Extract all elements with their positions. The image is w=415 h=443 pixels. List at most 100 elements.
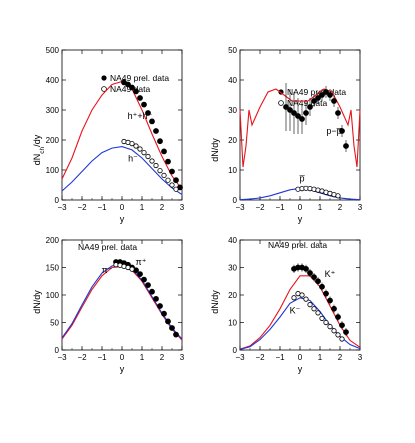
legend-label: NA49 prel. data	[110, 73, 169, 83]
data-point-filled	[145, 110, 151, 116]
data-point-filled	[169, 325, 175, 331]
data-point-filled	[157, 138, 163, 145]
data-point-filled	[161, 310, 167, 317]
data-point-open	[153, 162, 159, 169]
y-tick-label: 40	[228, 76, 237, 85]
x-tick-label: 3	[358, 353, 363, 362]
data-point-filled	[343, 143, 349, 149]
y-tick-label: 20	[228, 136, 237, 145]
legend-label: NA49 data	[287, 98, 327, 108]
data-point-filled	[311, 274, 317, 281]
data-point-filled	[137, 271, 143, 278]
series-annotation: K⁻	[290, 306, 301, 316]
x-tick-label: 0	[120, 203, 125, 212]
data-point-filled	[323, 89, 329, 95]
y-axis-label: dN/dy	[32, 290, 42, 314]
legend-marker-open	[278, 100, 284, 106]
data-point-filled	[335, 110, 341, 116]
data-point-filled	[339, 322, 345, 329]
series-annotation: p−p̅	[326, 126, 342, 136]
data-point-filled	[287, 107, 293, 113]
data-point-filled	[335, 314, 341, 320]
data-point-filled	[161, 148, 167, 155]
series-line	[61, 265, 183, 341]
data-point-filled	[125, 81, 131, 88]
data-point-filled	[303, 265, 309, 272]
data-point-filled	[311, 98, 317, 104]
legend: NA49 prel. data NA49 data	[278, 87, 346, 108]
legend-marker-filled	[101, 75, 107, 81]
y-tick-label: 0	[55, 196, 60, 205]
data-point-filled	[149, 288, 155, 295]
data-point-filled	[327, 92, 333, 98]
x-tick-label: 1	[318, 353, 323, 362]
x-tick-label: 0	[298, 203, 303, 212]
data-point-open	[335, 193, 341, 199]
y-axis-label: dN/dy	[210, 290, 220, 314]
y-tick-label: 300	[46, 106, 60, 115]
data-point-open	[319, 315, 325, 321]
data-point-open	[291, 295, 297, 301]
data-point-filled	[153, 295, 159, 302]
y-tick-label: 30	[228, 106, 237, 115]
x-axis-label: y	[120, 364, 125, 374]
y-tick-label: 0	[233, 346, 238, 355]
data-point-filled	[165, 158, 171, 165]
x-tick-label: −2	[77, 353, 87, 362]
x-tick-label: 1	[140, 203, 145, 212]
legend-marker-open	[101, 86, 107, 92]
y-tick-label: 50	[50, 319, 59, 328]
data-point-open	[315, 310, 321, 316]
y-tick-label: 100	[46, 166, 60, 175]
data-point-open	[137, 146, 143, 152]
data-point-open	[161, 172, 167, 178]
data-point-filled	[315, 95, 321, 101]
y-tick-label: 50	[228, 46, 237, 55]
panel-charged-hadrons: dNch/dy y NA49 prel. data NA49 data −3 −2…	[32, 46, 185, 224]
x-tick-label: −3	[235, 203, 245, 212]
data-point-open	[173, 186, 179, 192]
data-point-open	[165, 177, 171, 183]
data-point-filled	[343, 329, 349, 336]
y-tick-label: 40	[228, 236, 237, 245]
panel-title: NA49 prel. data	[78, 242, 137, 252]
data-point-filled	[339, 128, 345, 134]
x-tick-label: 3	[180, 203, 185, 212]
x-tick-label: 3	[358, 203, 363, 212]
x-tick-label: −2	[77, 203, 87, 212]
series-line	[61, 264, 183, 340]
series-annotation: h⁻	[128, 154, 138, 164]
data-point-filled	[315, 278, 321, 285]
y-tick-label: 200	[46, 136, 60, 145]
y-tick-label: 30	[228, 264, 237, 273]
data-point-open	[303, 296, 309, 302]
data-point-filled	[133, 88, 139, 95]
y-tick-label: 10	[228, 166, 237, 175]
data-point-filled	[319, 92, 325, 98]
data-point-filled	[149, 118, 155, 125]
x-tick-label: −3	[235, 353, 245, 362]
y-tick-label: 0	[233, 196, 238, 205]
x-tick-label: −3	[57, 203, 67, 212]
x-tick-label: 1	[140, 353, 145, 362]
x-tick-label: −3	[57, 353, 67, 362]
data-point-open	[133, 143, 139, 149]
panel-title: NA49 prel. data	[268, 240, 327, 250]
data-point-filled	[327, 297, 333, 304]
panel-kaons: dN/dy y NA49 prel. data −3 −2 −1 0 1 2 3010203…	[210, 236, 363, 374]
series-annotation: p̅	[299, 173, 305, 183]
x-tick-label: −1	[275, 203, 285, 212]
y-tick-label: 200	[46, 236, 60, 245]
data-point-filled	[145, 282, 151, 289]
data-point-open	[129, 141, 135, 147]
x-axis-label: y	[120, 214, 125, 224]
data-point-filled	[169, 168, 175, 175]
x-axis-label: y	[298, 214, 303, 224]
data-point-open	[307, 302, 313, 308]
data-point-open	[141, 150, 147, 156]
data-point-open	[129, 266, 135, 272]
data-point-filled	[331, 305, 337, 312]
x-tick-label: −2	[255, 203, 265, 212]
data-point-filled	[173, 177, 179, 184]
data-point-filled	[141, 101, 147, 108]
